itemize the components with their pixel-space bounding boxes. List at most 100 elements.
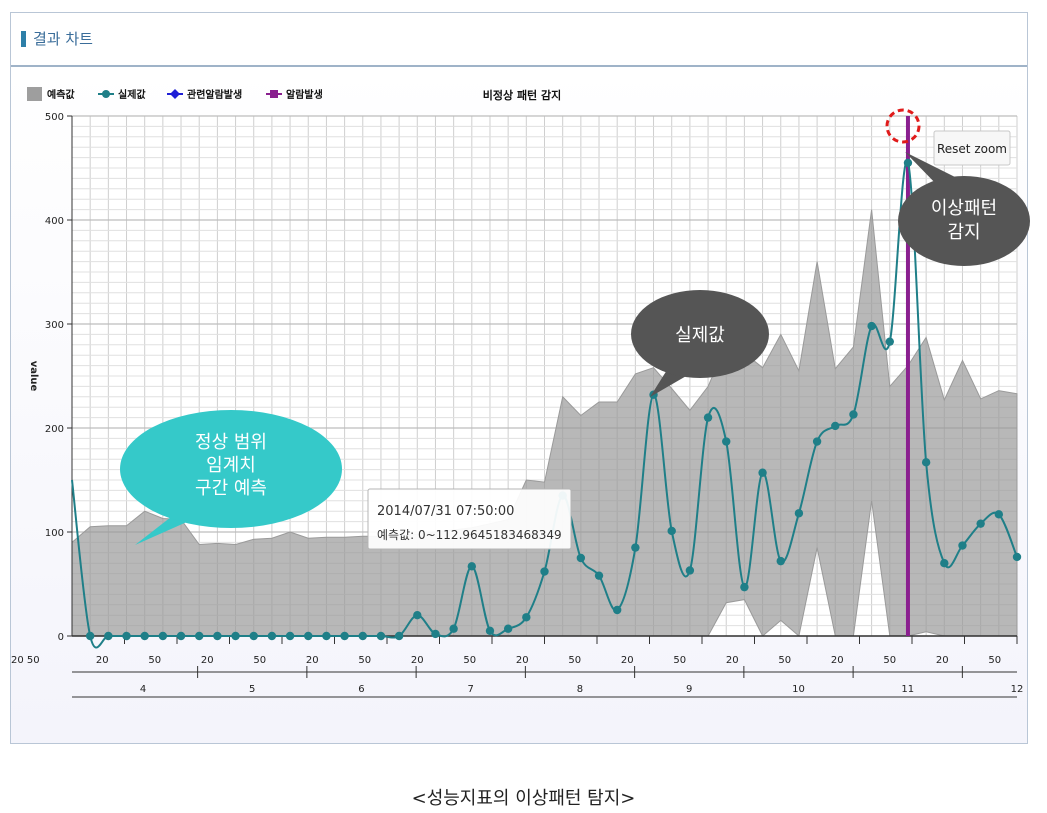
chart-legend: 비정상 패턴 감지 예측값 실제값 관련알람발생 알람발생 [27, 87, 561, 102]
x-tick-label: 20 [726, 655, 739, 666]
header-bar-icon [21, 31, 26, 47]
actual-point [758, 468, 767, 477]
x-group-label: 8 [577, 684, 583, 695]
actual-point [522, 613, 531, 622]
legend-label: 관련알람발생 [187, 88, 242, 101]
actual-point [594, 571, 604, 580]
actual-point [467, 562, 477, 571]
tooltip-text: 예측값: 0~112.9645183468349 [377, 528, 562, 542]
actual-point [976, 519, 985, 528]
y-tick-label: 200 [45, 424, 64, 435]
y-tick-label: 0 [58, 632, 64, 643]
x-group-label: 5 [249, 684, 255, 695]
actual-point [104, 631, 113, 641]
x-group-label: 6 [358, 684, 364, 695]
x-tick-label: 50 [253, 655, 266, 666]
x-tick-label: 50 [778, 655, 791, 666]
callout-text: 감지 [947, 222, 980, 243]
legend-marker [102, 90, 110, 98]
actual-point [213, 631, 222, 641]
actual-point [503, 624, 513, 633]
actual-point [921, 458, 931, 467]
actual-point [867, 321, 876, 331]
chart-svg: 0 100 200 300 400 500 value 20 50 20 50 20 50 20 50 2… [11, 87, 1030, 698]
figure-caption: <성능지표의 이상패턴 탐지> [411, 788, 636, 809]
reset-zoom-button[interactable]: Reset zoom [933, 130, 1011, 166]
actual-point [940, 559, 949, 568]
actual-point [685, 566, 695, 575]
x-tick-label: 20 [96, 655, 109, 666]
x-axis: 20 50 20 50 20 50 20 50 20 50 20 50 20 50 20 50 20 50 20 5… [11, 635, 1024, 698]
actual-point [576, 553, 586, 563]
legend-label: 예측값 [47, 88, 75, 101]
actual-point [1012, 552, 1022, 562]
actual-point [703, 413, 713, 422]
x-group-label: 12 [1011, 684, 1024, 695]
x-tick-label-first: 20 50 [11, 655, 40, 666]
panel-header: 결과 차트 [11, 13, 1027, 67]
x-tick-label: 20 [411, 655, 424, 666]
tooltip-box [367, 488, 572, 550]
reset-zoom-box [933, 130, 1011, 166]
actual-point [394, 631, 404, 641]
x-group-label: 4 [140, 684, 146, 695]
x-tick-label: 50 [988, 655, 1001, 666]
x-group-label: 9 [686, 684, 692, 695]
x-group-label: 11 [901, 684, 914, 695]
actual-point [958, 541, 967, 550]
callout-text: 실제값 [675, 325, 725, 346]
legend-marker [270, 90, 278, 98]
x-tick-label: 50 [673, 655, 686, 666]
actual-point [249, 631, 258, 641]
x-tick-label: 20 [201, 655, 214, 666]
actual-point [885, 337, 894, 346]
x-tick-label: 50 [463, 655, 476, 666]
actual-point [413, 611, 422, 620]
panel-title: 결과 차트 [33, 30, 93, 48]
legend-swatch [27, 87, 42, 101]
x-tick-label: 20 [516, 655, 529, 666]
actual-point [776, 556, 785, 566]
legend-label: 실제값 [118, 88, 146, 101]
actual-point [231, 631, 240, 641]
actual-point [740, 582, 749, 592]
callout-text: 정상 범위 [195, 432, 267, 453]
actual-point [304, 631, 313, 641]
y-tick-label: 400 [45, 216, 64, 227]
actual-point [431, 629, 440, 639]
actual-point [631, 543, 640, 552]
y-axis-label: value [28, 361, 39, 392]
actual-point [449, 624, 458, 633]
y-tick-label: 300 [45, 320, 64, 331]
actual-point [540, 567, 549, 576]
actual-point [122, 631, 131, 641]
actual-point [612, 605, 622, 615]
reset-zoom-label: Reset zoom [937, 142, 1007, 156]
actual-point [158, 631, 168, 641]
detection-highlight-circle [885, 108, 921, 144]
legend-label: 알람발생 [286, 88, 323, 101]
x-tick-label: 20 [621, 655, 634, 666]
y-tick-label: 100 [45, 528, 64, 539]
actual-point [376, 631, 386, 641]
actual-series [71, 158, 1022, 649]
actual-point [667, 526, 676, 536]
y-tick-label: 500 [45, 112, 64, 123]
x-tick-label: 20 [936, 655, 949, 666]
actual-point [994, 510, 1004, 519]
callout-bubble [120, 410, 342, 528]
actual-point [85, 631, 95, 641]
x-tick-label: 50 [568, 655, 581, 666]
actual-point [340, 631, 349, 641]
actual-point [358, 631, 367, 641]
actual-point [722, 437, 731, 446]
x-tick-label: 20 [306, 655, 319, 666]
actual-point [794, 509, 804, 518]
actual-point [176, 631, 186, 641]
callout-actual-value: 실제값 [631, 290, 769, 397]
callout-bubble [631, 290, 769, 378]
x-tick-label: 50 [883, 655, 896, 666]
actual-point [285, 631, 295, 641]
tooltip: 2014/07/31 07:50:00 예측값: 0~112.9645183468… [367, 488, 572, 550]
